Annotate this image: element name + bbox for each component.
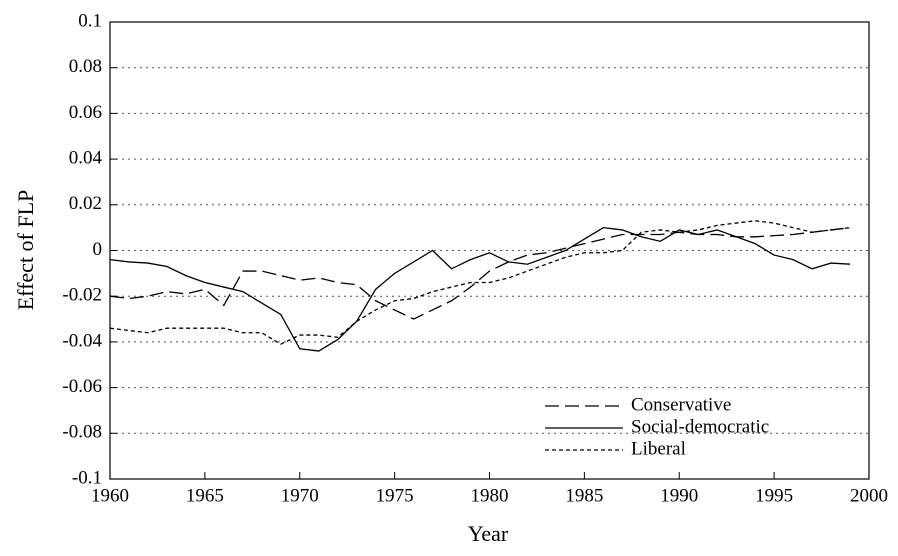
- x-tick-label: 1960: [91, 485, 129, 506]
- y-tick-label: 0.08: [69, 56, 102, 77]
- y-tick-label: 0.04: [69, 147, 103, 168]
- y-tick-label: -0.08: [62, 422, 102, 443]
- legend-label: Social-democratic: [631, 416, 769, 437]
- y-tick-label: 0.1: [78, 10, 102, 31]
- line-series: [109, 227, 851, 320]
- x-tick-label: 1995: [755, 485, 793, 506]
- x-tick-label: 1985: [565, 485, 603, 506]
- y-tick-label: 0.06: [69, 102, 102, 123]
- y-tick-label: -0.02: [62, 285, 102, 306]
- x-tick-label: 1990: [660, 485, 698, 506]
- y-tick-label: 0: [93, 239, 103, 260]
- legend-label: Conservative: [631, 394, 731, 415]
- x-tick-label: 1970: [281, 485, 319, 506]
- y-axis-title: Effect of FLP: [13, 190, 38, 311]
- y-tick-label: -0.1: [72, 467, 102, 488]
- plot-frame: [109, 21, 870, 480]
- line-series: [109, 226, 851, 352]
- x-tick-label: 1975: [376, 485, 414, 506]
- legend-label: Liberal: [631, 438, 686, 459]
- x-tick-label: 2000: [850, 485, 888, 506]
- x-tick-label: 1980: [471, 485, 509, 506]
- x-tick-label: 1965: [186, 485, 224, 506]
- y-tick-label: 0.02: [69, 193, 102, 214]
- line-series: [109, 220, 851, 345]
- y-tick-label: -0.04: [62, 330, 102, 351]
- y-tick-label: -0.06: [62, 376, 102, 397]
- x-axis-title: Year: [468, 521, 509, 546]
